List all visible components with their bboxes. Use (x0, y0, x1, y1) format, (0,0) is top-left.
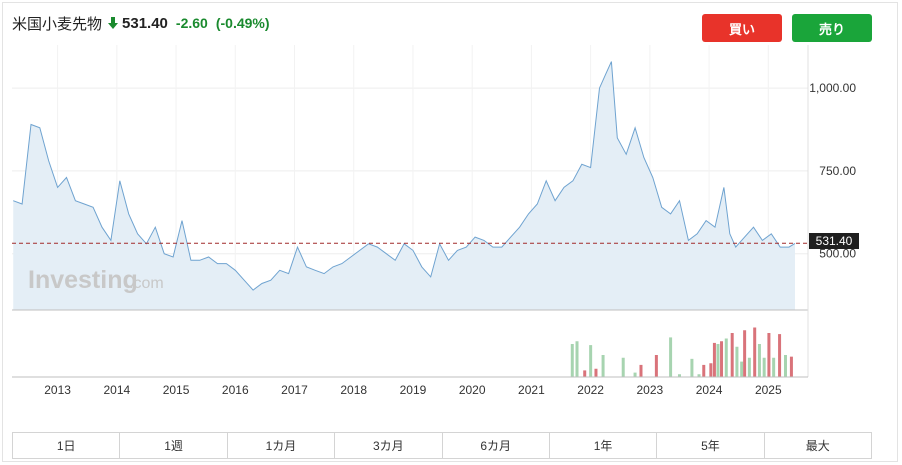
y-axis-ticks: 1,000.00 750.00 500.00 (809, 81, 856, 261)
volume-bar (743, 330, 747, 377)
x-tick-label: 2016 (222, 383, 249, 397)
last-price: 531.40 (122, 14, 168, 32)
price-area (13, 61, 795, 310)
x-tick-label: 2022 (577, 383, 604, 397)
x-tick-label: 2017 (281, 383, 308, 397)
down-arrow-icon (108, 17, 119, 29)
current-price-label: 531.40 (816, 234, 853, 248)
watermark-brand: Investing (28, 266, 138, 294)
volume-bar (724, 338, 728, 377)
tab-1d[interactable]: 1日 (13, 433, 121, 458)
y-tick-label: 1,000.00 (809, 81, 856, 95)
volume-bar (583, 370, 587, 377)
volume-bar (789, 356, 793, 377)
x-tick-label: 2015 (163, 383, 190, 397)
volume-bar (778, 334, 782, 377)
tab-1m[interactable]: 1カ月 (228, 433, 336, 458)
volume-bar (669, 337, 673, 377)
watermark-suffix: .com (129, 275, 164, 292)
x-tick-label: 2018 (340, 383, 367, 397)
volume-bar (783, 355, 787, 377)
volume-bar (601, 355, 605, 377)
price-change: -2.60 (175, 15, 208, 31)
tab-6m[interactable]: 6カ月 (443, 433, 550, 458)
y-tick-label: 750.00 (819, 164, 856, 178)
price-line (13, 61, 796, 291)
tab-1y[interactable]: 1年 (550, 433, 658, 458)
x-tick-label: 2020 (459, 383, 486, 397)
x-tick-label: 2014 (103, 383, 130, 397)
volume-bar (747, 357, 751, 377)
x-tick-label: 2025 (755, 383, 782, 397)
current-price-label-bg (809, 233, 859, 249)
tab-1w[interactable]: 1週 (120, 433, 228, 458)
volume-bars (570, 327, 793, 377)
price-change-percent: (-0.49%) (215, 15, 270, 31)
volume-bar (740, 361, 744, 377)
x-tick-label: 2024 (696, 383, 723, 397)
current-price-marker: 531.40 (809, 233, 859, 249)
x-tick-label: 2013 (44, 383, 71, 397)
volume-bar (594, 368, 598, 377)
volume-bar (712, 342, 716, 377)
volume-bar (772, 357, 776, 377)
buy-button[interactable]: 買い (702, 14, 782, 42)
x-tick-label: 2019 (400, 383, 427, 397)
volume-bar (654, 355, 658, 377)
volume-bar (621, 357, 625, 377)
volume-bar (716, 344, 720, 377)
volume-bar (633, 372, 637, 377)
tab-5y[interactable]: 5年 (657, 433, 765, 458)
volume-bar (762, 357, 766, 377)
volume-bar (639, 364, 643, 377)
volume-bar (697, 374, 701, 377)
quote-header: 米国小麦先物 531.40 -2.60 (-0.49%) (12, 12, 270, 34)
x-tick-label: 2023 (637, 383, 664, 397)
volume-bar (570, 344, 574, 377)
timeframe-tabs: 1日 1週 1カ月 3カ月 6カ月 1年 5年 最大 (12, 432, 872, 459)
volume-bar (677, 374, 681, 377)
volume-bar (589, 345, 593, 377)
volume-bar (575, 341, 579, 377)
volume-bar (702, 364, 706, 377)
instrument-title: 米国小麦先物 (12, 15, 103, 33)
volume-bar (757, 344, 761, 377)
price-chart[interactable]: Investing .com 1,000.00 750.00 500.00 531.… (0, 0, 902, 425)
sell-button[interactable]: 売り (792, 14, 872, 42)
volume-bar (735, 346, 739, 377)
volume-bar (753, 327, 757, 377)
volume-bar (690, 358, 694, 377)
x-axis-ticks: 2013 2014 2015 2016 2017 2018 2019 2020 2021 2022… (44, 383, 782, 397)
volume-bar (709, 363, 713, 377)
volume-bar (720, 341, 724, 377)
tab-max[interactable]: 最大 (805, 439, 830, 453)
tab-3m[interactable]: 3カ月 (335, 433, 443, 458)
volume-bar (730, 333, 734, 377)
y-tick-label: 500.00 (819, 247, 856, 261)
volume-bar (767, 333, 771, 377)
watermark: Investing .com (28, 266, 164, 294)
x-tick-label: 2021 (518, 383, 545, 397)
